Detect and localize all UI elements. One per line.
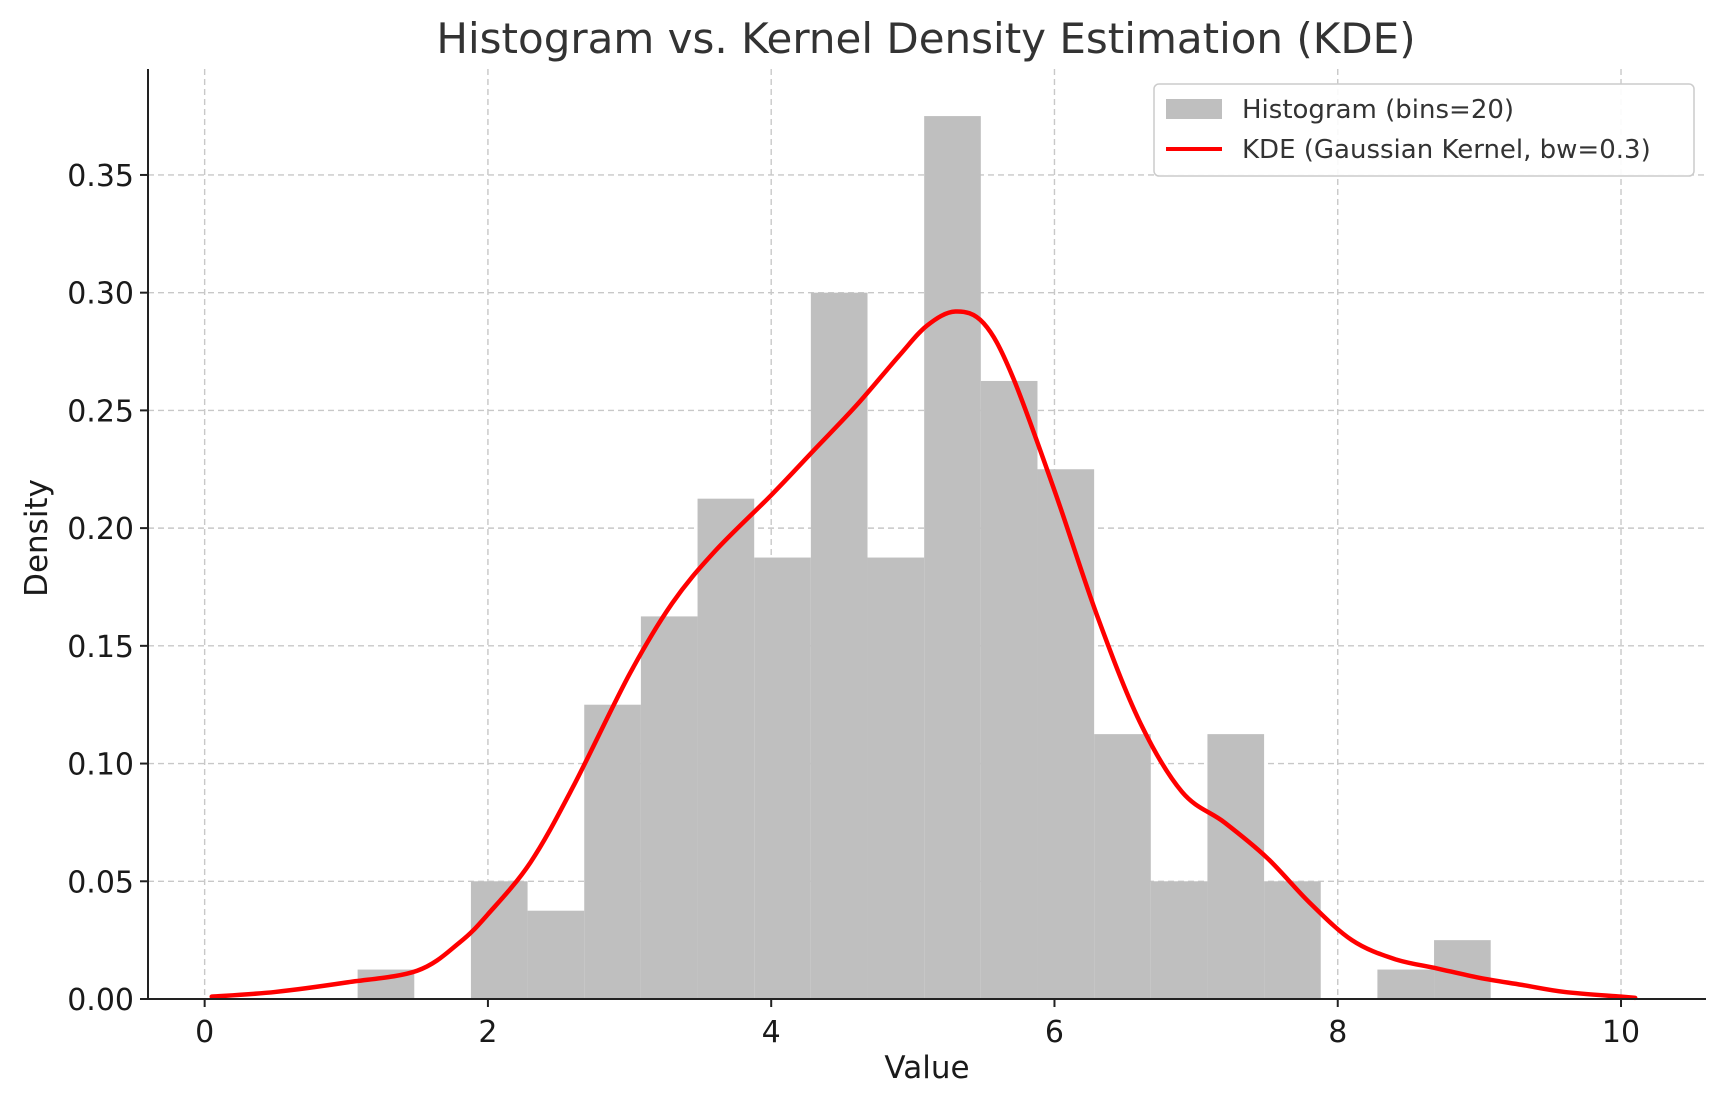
y-tick-label: 0.00 — [67, 983, 134, 1018]
histogram-bar — [584, 704, 641, 999]
kde-curve — [209, 309, 1638, 1001]
histogram-bar — [1037, 469, 1095, 999]
x-tick-label: 4 — [762, 1015, 781, 1050]
x-axis-label: Value — [884, 1050, 969, 1086]
grid-lines — [148, 69, 1706, 1000]
x-tick-label: 0 — [195, 1015, 214, 1050]
legend-frame — [1153, 83, 1695, 177]
y-tick-label: 0.20 — [67, 512, 134, 547]
x-tick-label: 6 — [1045, 1015, 1064, 1050]
histogram-bar — [980, 380, 1038, 999]
legend: Histogram (bins=20) KDE (Gaussian Kernel… — [1153, 83, 1695, 177]
histogram-bar — [1150, 881, 1208, 999]
histogram-bar — [640, 616, 698, 999]
y-axis-label: Density — [19, 479, 55, 597]
histogram-bar — [697, 498, 755, 999]
legend-histogram-label: Histogram (bins=20) — [1242, 95, 1514, 125]
kde-curve-group — [209, 309, 1638, 1001]
histogram-bar — [527, 910, 585, 999]
histogram-bars — [357, 116, 1491, 999]
histogram-bar — [867, 557, 925, 999]
x-tick-label: 2 — [478, 1015, 497, 1050]
y-tick-label: 0.25 — [67, 394, 134, 429]
y-tick-label: 0.15 — [67, 630, 134, 665]
axes — [147, 69, 1706, 1000]
legend-histogram-swatch — [1166, 99, 1222, 119]
histogram-bar — [810, 292, 868, 999]
y-tick-label: 0.05 — [67, 865, 134, 900]
chart-title: Histogram vs. Kernel Density Estimation … — [436, 14, 1415, 63]
x-tick-label: 8 — [1328, 1015, 1347, 1050]
x-tick-label: 10 — [1602, 1015, 1640, 1050]
tick-marks-and-labels: 0 2 4 6 8 10 0.00 0.05 0.10 0.15 0.20 0.25 0.30 0.35 — [67, 159, 1640, 1050]
histogram-bar — [754, 557, 811, 999]
y-tick-label: 0.35 — [67, 159, 134, 194]
y-tick-label: 0.10 — [67, 748, 134, 783]
legend-kde-label: KDE (Gaussian Kernel, bw=0.3) — [1242, 135, 1651, 165]
histogram-bar — [1207, 734, 1265, 999]
histogram-bar — [1377, 969, 1435, 999]
y-tick-label: 0.30 — [67, 277, 134, 312]
histogram-bar — [1094, 734, 1151, 999]
histogram-bar — [1264, 881, 1321, 999]
histogram-bar — [924, 116, 981, 999]
